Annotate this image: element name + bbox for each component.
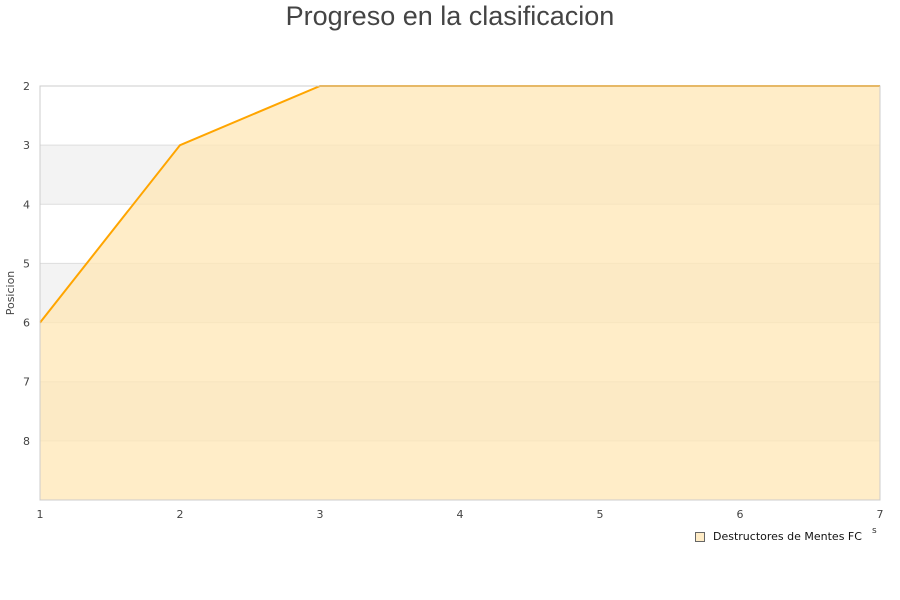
y-tick-label: 4 <box>23 198 30 211</box>
x-tick-label: 5 <box>597 508 604 521</box>
legend-label: Destructores de Mentes FC <box>713 530 862 543</box>
x-tick-label: 1 <box>37 508 44 521</box>
y-tick-label: 5 <box>23 257 30 270</box>
series-area <box>40 86 880 500</box>
x-tick-label: 7 <box>877 508 884 521</box>
x-axis-label-fragment: s <box>872 526 877 536</box>
y-tick-label: 3 <box>23 139 30 152</box>
y-tick-label: 6 <box>23 317 30 330</box>
y-tick-label: 2 <box>23 80 30 93</box>
x-tick-label: 4 <box>457 508 464 521</box>
y-tick-label: 7 <box>23 376 30 389</box>
x-tick-label: 2 <box>177 508 184 521</box>
y-axis-label: Posicion <box>4 271 17 316</box>
x-tick-label: 6 <box>737 508 744 521</box>
legend: Destructores de Mentes FC <box>695 530 862 543</box>
x-tick-label: 3 <box>317 508 324 521</box>
y-tick-label: 8 <box>23 435 30 448</box>
chart-title: Progreso en la clasificacion <box>285 1 615 31</box>
legend-swatch <box>695 531 705 542</box>
plot-border <box>39 85 881 501</box>
